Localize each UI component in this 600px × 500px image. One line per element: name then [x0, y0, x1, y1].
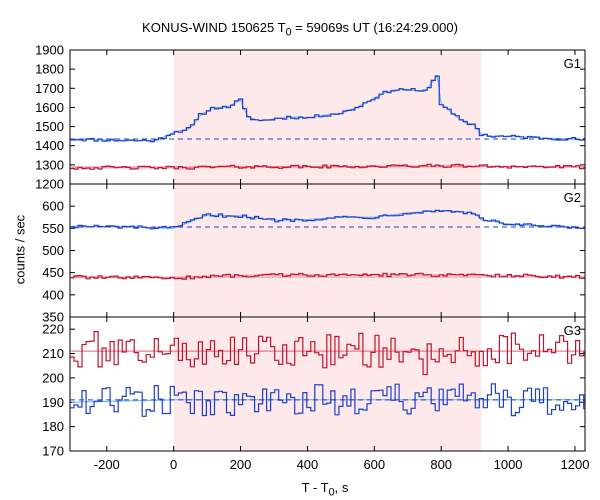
- y-tick-label: 550: [42, 221, 64, 236]
- series-histogram: [70, 209, 585, 230]
- x-tick-label: 1200: [561, 457, 590, 472]
- y-tick-label: 600: [42, 199, 64, 214]
- y-tick-label: 1700: [35, 81, 64, 96]
- panel-label-g2: G2: [564, 190, 581, 205]
- x-axis-label: T - T0, s: [175, 480, 475, 499]
- panel-label-g1: G1: [564, 56, 581, 71]
- xlabel-subscript: 0: [328, 486, 335, 499]
- x-tick-label: 1000: [494, 457, 523, 472]
- title-subscript: 0: [285, 26, 292, 39]
- title-main: KONUS-WIND 150625 T: [142, 20, 286, 35]
- series-histogram: [70, 272, 585, 280]
- y-tick-label: 1600: [35, 100, 64, 115]
- series-histogram: [70, 75, 585, 143]
- y-tick-label: 1500: [35, 119, 64, 134]
- x-tick-label: 400: [297, 457, 319, 472]
- y-tick-label: 170: [42, 444, 64, 459]
- xlabel-main: T - T: [301, 480, 329, 495]
- y-tick-label: 220: [42, 322, 64, 337]
- y-tick-label: 350: [42, 310, 64, 325]
- y-tick-label: 1400: [35, 138, 64, 153]
- x-tick-label: -200: [94, 457, 120, 472]
- y-axis-label: counts / sec: [12, 214, 28, 285]
- y-tick-label: 210: [42, 346, 64, 361]
- y-tick-label: 1800: [35, 62, 64, 77]
- y-tick-label: 400: [42, 287, 64, 302]
- x-tick-label: 800: [430, 457, 452, 472]
- shaded-interval: [173, 50, 482, 451]
- x-tick-label: 0: [170, 457, 177, 472]
- y-tick-label: 1900: [35, 43, 64, 58]
- panel-label-g3: G3: [564, 323, 581, 338]
- xlabel-rest: , s: [334, 480, 349, 495]
- series-fit-line: [72, 165, 585, 169]
- series-fit-line: [71, 399, 585, 403]
- panel-frame: [69, 316, 586, 452]
- y-tick-label: 450: [42, 265, 64, 280]
- series-histogram: [70, 331, 585, 376]
- y-tick-label: 1300: [35, 157, 64, 172]
- x-tick-label: 600: [363, 457, 385, 472]
- x-tick-label: 200: [230, 457, 252, 472]
- y-tick-label: 200: [42, 370, 64, 385]
- y-tick-label: 1200: [35, 177, 64, 192]
- title-rest: = 59069s UT (16:24:29.000): [291, 20, 458, 35]
- y-tick-label: 500: [42, 243, 64, 258]
- y-tick-label: 190: [42, 395, 64, 410]
- y-tick-label: 180: [42, 419, 64, 434]
- chart-title: KONUS-WIND 150625 T0 = 59069s UT (16:24:…: [0, 20, 600, 39]
- series-histogram: [70, 383, 585, 417]
- series-histogram: [70, 163, 585, 170]
